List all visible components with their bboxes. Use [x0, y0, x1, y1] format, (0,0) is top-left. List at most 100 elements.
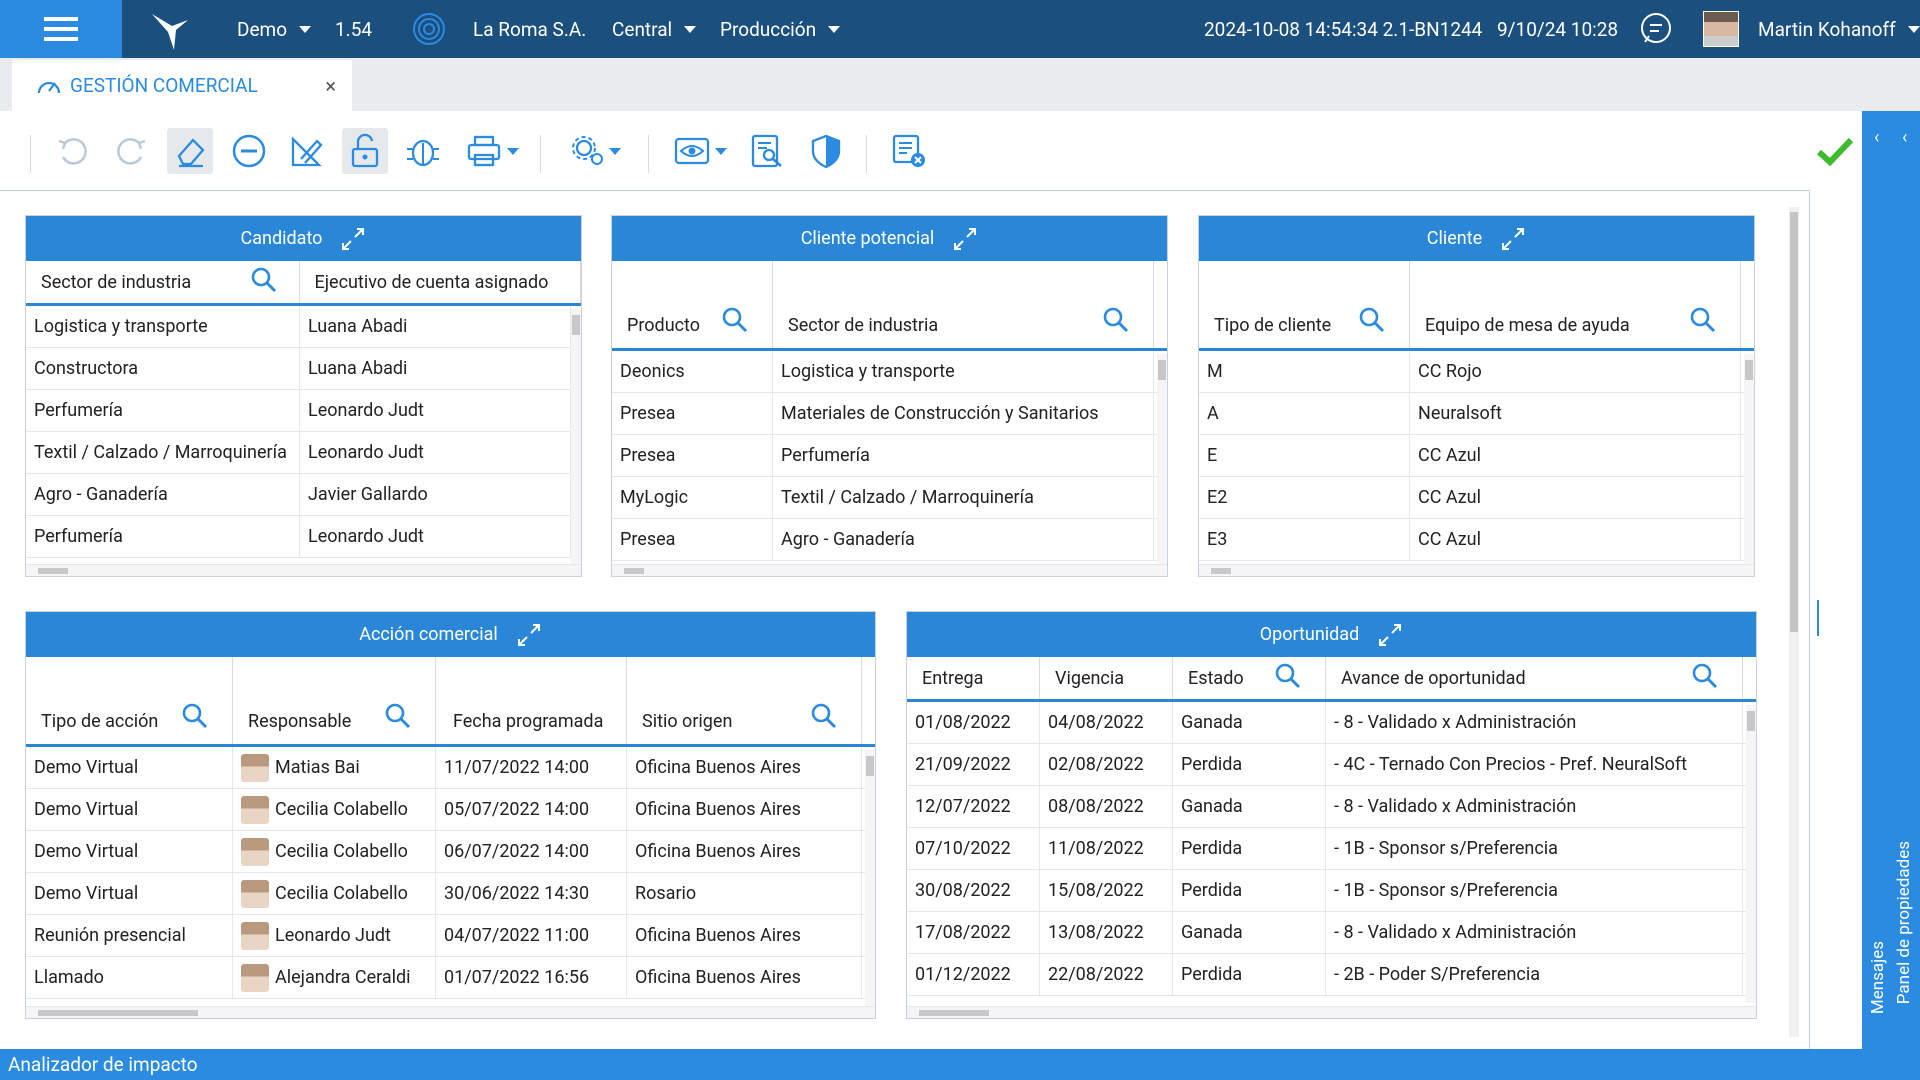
- design-button[interactable]: [284, 128, 330, 174]
- table-row[interactable]: Textil / Calzado / Marroquinería Leonardo…: [26, 432, 581, 474]
- col-fecha-programada[interactable]: Fecha programada: [436, 657, 627, 744]
- col-sector-industria[interactable]: Sector de industria: [773, 261, 1154, 348]
- col-vigencia[interactable]: Vigencia: [1040, 657, 1173, 699]
- table-row[interactable]: 12/07/2022 08/08/2022 Ganada - 8 - Validado…: [907, 786, 1756, 828]
- search-icon[interactable]: [1690, 307, 1716, 338]
- col-tipo-accion[interactable]: Tipo de acción: [26, 657, 233, 744]
- remove-button[interactable]: [226, 128, 272, 174]
- expand-icon[interactable]: [516, 622, 542, 648]
- clear-list-button[interactable]: [886, 128, 932, 174]
- search-icon[interactable]: [1103, 307, 1129, 338]
- col-entrega[interactable]: Entrega: [907, 657, 1040, 699]
- env-dropdown[interactable]: Demo: [237, 0, 312, 58]
- table-row[interactable]: Agro - Ganadería Javier Gallardo: [26, 474, 581, 516]
- table-row[interactable]: Demo Virtual Cecilia Colabello 06/07/2022 …: [26, 831, 875, 873]
- view-button[interactable]: [668, 128, 732, 174]
- tab-close-icon[interactable]: ×: [325, 73, 336, 98]
- cell-text: Logistica y transporte: [781, 361, 955, 382]
- table-row[interactable]: 01/12/2022 22/08/2022 Perdida - 2B - Poder …: [907, 954, 1756, 996]
- search-icon[interactable]: [1275, 663, 1301, 694]
- user-menu[interactable]: Martin Kohanoff: [1758, 0, 1920, 58]
- table-row[interactable]: Constructora Luana Abadi: [26, 348, 581, 390]
- search-icon[interactable]: [182, 703, 208, 734]
- print-button[interactable]: [460, 128, 524, 174]
- search-icon[interactable]: [251, 267, 277, 298]
- col-sitio-origen[interactable]: Sitio origen: [627, 657, 862, 744]
- col-tipo-cliente[interactable]: Tipo de cliente: [1199, 261, 1410, 348]
- confirm-button[interactable]: [1812, 128, 1858, 174]
- col-ejecutivo-cuenta[interactable]: Ejecutivo de cuenta asignado: [300, 261, 581, 303]
- table-hscroll[interactable]: [1199, 564, 1754, 576]
- table-row[interactable]: E CC Azul: [1199, 435, 1754, 477]
- collapse-left-icon[interactable]: ‹: [1874, 127, 1880, 148]
- table-hscroll[interactable]: [26, 1006, 875, 1018]
- search-icon[interactable]: [1692, 663, 1718, 694]
- expand-icon[interactable]: [340, 226, 366, 252]
- table-vscroll[interactable]: [1746, 705, 1756, 1003]
- table-row[interactable]: E2 CC Azul: [1199, 477, 1754, 519]
- table-row[interactable]: E3 CC Azul: [1199, 519, 1754, 561]
- table-row[interactable]: Logistica y transporte Luana Abadi: [26, 306, 581, 348]
- table-vscroll[interactable]: [865, 750, 875, 1006]
- messages-tab[interactable]: Mensajes: [1868, 941, 1888, 1015]
- table-vscroll[interactable]: [571, 309, 581, 565]
- table-row[interactable]: Perfumería Leonardo Judt: [26, 516, 581, 558]
- search-icon[interactable]: [1359, 307, 1385, 338]
- table-hscroll[interactable]: [26, 564, 581, 576]
- properties-panel-tab[interactable]: Panel de propiedades: [1894, 841, 1914, 1005]
- table-vscroll[interactable]: [1744, 354, 1754, 566]
- tab-gestion-comercial[interactable]: GESTIÓN COMERCIAL ×: [12, 60, 352, 111]
- eraser-button[interactable]: [167, 128, 213, 174]
- status-bar[interactable]: Analizador de impacto: [0, 1049, 1920, 1080]
- table-row[interactable]: Presea Agro - Ganadería: [612, 519, 1167, 561]
- col-equipo-mesa-ayuda[interactable]: Equipo de mesa de ayuda: [1410, 261, 1741, 348]
- table-row[interactable]: Presea Perfumería: [612, 435, 1167, 477]
- chat-button[interactable]: [1639, 0, 1673, 58]
- table-row[interactable]: Perfumería Leonardo Judt: [26, 390, 581, 432]
- document-search-button[interactable]: [744, 128, 790, 174]
- expand-icon[interactable]: [1377, 622, 1403, 648]
- table-row[interactable]: 01/08/2022 04/08/2022 Ganada - 8 - Validado…: [907, 702, 1756, 744]
- search-icon[interactable]: [811, 703, 837, 734]
- table-vscroll[interactable]: [1157, 354, 1167, 566]
- table-row[interactable]: Deonics Logistica y transporte: [612, 351, 1167, 393]
- table-hscroll[interactable]: [612, 564, 1167, 576]
- table-row[interactable]: Demo Virtual Matias Bai 11/07/2022 14:00 Of…: [26, 747, 875, 789]
- settings-button[interactable]: [562, 128, 628, 174]
- col-responsable[interactable]: Responsable: [233, 657, 436, 744]
- expand-icon[interactable]: [952, 226, 978, 252]
- search-icon[interactable]: [722, 307, 748, 338]
- table-row[interactable]: Demo Virtual Cecilia Colabello 05/07/2022 …: [26, 789, 875, 831]
- resize-handle[interactable]: [1817, 600, 1819, 636]
- table-row[interactable]: Reunión presencial Leonardo Judt 04/07/202…: [26, 915, 875, 957]
- redo-button[interactable]: [110, 128, 152, 174]
- menu-button[interactable]: [0, 0, 122, 58]
- table-row[interactable]: 21/09/2022 02/08/2022 Perdida - 4C - Ternad…: [907, 744, 1756, 786]
- table-row[interactable]: Presea Materiales de Construcción y Sanit…: [612, 393, 1167, 435]
- security-button[interactable]: [803, 128, 849, 174]
- col-avance-oportunidad[interactable]: Avance de oportunidad: [1326, 657, 1743, 699]
- table-row[interactable]: A Neuralsoft: [1199, 393, 1754, 435]
- table-row[interactable]: MyLogic Textil / Calzado / Marroquinería: [612, 477, 1167, 519]
- undo-button[interactable]: [52, 128, 94, 174]
- unlock-button[interactable]: [342, 128, 388, 174]
- table-row[interactable]: Llamado Alejandra Ceraldi 01/07/2022 16:56…: [26, 957, 875, 999]
- table-row[interactable]: 07/10/2022 11/08/2022 Perdida - 1B - Sponso…: [907, 828, 1756, 870]
- search-icon[interactable]: [385, 703, 411, 734]
- table-row[interactable]: 30/08/2022 15/08/2022 Perdida - 1B - Sponso…: [907, 870, 1756, 912]
- collapse-left-icon[interactable]: ‹: [1902, 127, 1908, 148]
- table-row[interactable]: Demo Virtual Cecilia Colabello 30/06/2022 …: [26, 873, 875, 915]
- col-estado[interactable]: Estado: [1173, 657, 1326, 699]
- branch-dropdown[interactable]: Central: [612, 0, 697, 58]
- table-hscroll[interactable]: [907, 1006, 1756, 1018]
- workspace-scrollbar-thumb[interactable]: [1790, 212, 1798, 632]
- table-row[interactable]: M CC Rojo: [1199, 351, 1754, 393]
- col-sector-industria[interactable]: Sector de industria: [26, 261, 300, 303]
- table-row[interactable]: 17/08/2022 13/08/2022 Ganada - 8 - Validado…: [907, 912, 1756, 954]
- col-producto[interactable]: Producto: [612, 261, 773, 348]
- company-selector[interactable]: La Roma S.A.: [473, 17, 587, 41]
- debug-button[interactable]: [400, 128, 446, 174]
- mode-dropdown[interactable]: Producción: [720, 0, 841, 58]
- user-avatar[interactable]: [1703, 0, 1739, 58]
- expand-icon[interactable]: [1500, 226, 1526, 252]
